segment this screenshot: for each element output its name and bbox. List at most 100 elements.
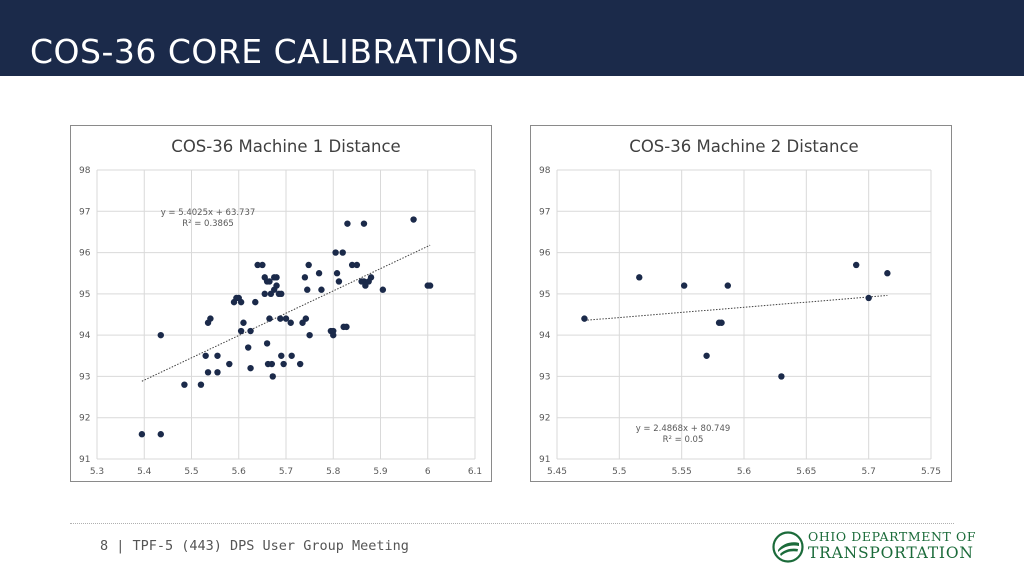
data-point <box>636 274 643 281</box>
x-tick-label: 5.5 <box>184 467 198 477</box>
x-tick-label: 5.9 <box>373 467 388 477</box>
y-tick-label: 92 <box>79 414 90 424</box>
x-tick-label: 5.45 <box>547 467 567 477</box>
data-point <box>197 381 205 388</box>
page-title: COS-36 CORE CALIBRATIONS <box>30 32 520 71</box>
data-point <box>237 298 245 306</box>
footer-divider <box>70 523 954 524</box>
data-point <box>360 220 368 227</box>
chart-machine-2: 5.45 5.5 5.55 5.6 5.65 5.7 5.75 91 92 93 94 95 96 97 9… <box>530 125 952 482</box>
chart-svg: 5.3 5.4 5.5 5.6 5.7 5.8 5.9 6 6.1 91 92 93 94 95 96 97 9… <box>79 137 482 477</box>
trendline-equation: y = 5.4025x + 63.737 <box>161 208 256 218</box>
chart-title: COS-36 Machine 2 Distance <box>629 137 858 156</box>
data-point <box>269 373 276 380</box>
data-point <box>339 249 346 256</box>
data-point <box>778 373 785 380</box>
x-tick-label: 6 <box>425 467 431 477</box>
logo-line-1: OHIO DEPARTMENT OF <box>808 529 977 544</box>
y-tick-label: 91 <box>539 455 550 465</box>
y-tick-label: 98 <box>79 166 91 176</box>
x-tick-label: 5.7 <box>862 467 876 477</box>
data-point <box>259 261 266 269</box>
data-point <box>240 319 247 326</box>
data-point <box>680 282 688 289</box>
data-point <box>426 282 434 289</box>
data-point <box>296 360 304 368</box>
data-point <box>410 216 417 223</box>
odot-logo: OHIO DEPARTMENT OF TRANSPORTATION <box>772 530 976 563</box>
data-point <box>853 261 860 269</box>
y-tick-label: 97 <box>539 207 550 217</box>
data-point <box>884 270 891 277</box>
data-point <box>304 286 311 293</box>
data-point <box>288 352 295 359</box>
data-point <box>261 290 268 298</box>
data-point <box>724 282 731 289</box>
x-tick-label: 5.3 <box>90 467 104 477</box>
data-point <box>266 315 273 322</box>
data-point <box>214 369 221 376</box>
data-point <box>278 290 285 298</box>
data-point <box>273 282 280 289</box>
trendline <box>141 244 431 382</box>
x-tick-label: 5.5 <box>612 467 626 477</box>
data-point <box>344 220 351 227</box>
x-tick-label: 5.6 <box>232 467 247 477</box>
data-point <box>865 294 872 302</box>
data-point <box>367 274 375 281</box>
data-point <box>703 352 710 359</box>
data-point <box>138 431 146 438</box>
y-tick-label: 97 <box>79 207 90 217</box>
trendline-equation: R² = 0.05 <box>663 435 704 445</box>
data-point <box>343 323 350 331</box>
data-point <box>263 340 271 347</box>
data-point <box>348 261 356 269</box>
data-point <box>280 360 287 368</box>
data-point <box>282 315 290 322</box>
data-point <box>268 360 276 368</box>
data-point <box>214 352 221 359</box>
trendline-equation: y = 2.4868x + 80.749 <box>636 424 731 434</box>
data-point <box>287 319 294 326</box>
data-point <box>247 364 254 372</box>
x-tick-label: 5.55 <box>672 467 692 477</box>
data-point <box>157 331 164 339</box>
data-point <box>254 261 261 269</box>
x-tick-label: 5.75 <box>921 467 941 477</box>
data-point <box>237 327 245 335</box>
title-bar: COS-36 CORE CALIBRATIONS <box>0 0 1024 76</box>
data-point <box>207 315 214 322</box>
data-point <box>226 360 233 368</box>
data-point <box>581 315 588 322</box>
y-tick-label: 96 <box>79 249 91 259</box>
odot-logo-icon <box>772 531 804 563</box>
data-point <box>273 274 280 281</box>
y-tick-label: 94 <box>79 331 91 341</box>
data-point <box>181 381 188 388</box>
data-point <box>305 261 312 269</box>
data-point <box>379 286 387 293</box>
data-point <box>245 344 252 351</box>
y-tick-label: 93 <box>79 372 90 382</box>
x-tick-label: 5.65 <box>796 467 816 477</box>
chart-svg: 5.45 5.5 5.55 5.6 5.65 5.7 5.75 91 92 93 94 95 96 97 9… <box>539 137 941 477</box>
data-point <box>335 278 343 285</box>
trendline <box>584 294 888 321</box>
data-point <box>301 274 309 281</box>
data-point <box>252 298 259 306</box>
x-tick-label: 5.7 <box>279 467 293 477</box>
x-tick-label: 5.8 <box>326 467 341 477</box>
trendline-equation: R² = 0.3865 <box>182 219 234 229</box>
data-point <box>332 249 339 256</box>
y-tick-label: 91 <box>79 455 90 465</box>
data-point <box>277 315 284 322</box>
data-point <box>330 331 337 339</box>
y-tick-label: 94 <box>539 331 551 341</box>
y-tick-label: 93 <box>539 372 550 382</box>
logo-line-2: TRANSPORTATION <box>808 543 974 562</box>
data-point <box>333 270 341 277</box>
y-tick-label: 95 <box>79 290 90 300</box>
odot-logo-text: OHIO DEPARTMENT OF TRANSPORTATION <box>808 529 977 562</box>
data-point <box>202 352 209 359</box>
chart-title: COS-36 Machine 1 Distance <box>171 137 400 156</box>
